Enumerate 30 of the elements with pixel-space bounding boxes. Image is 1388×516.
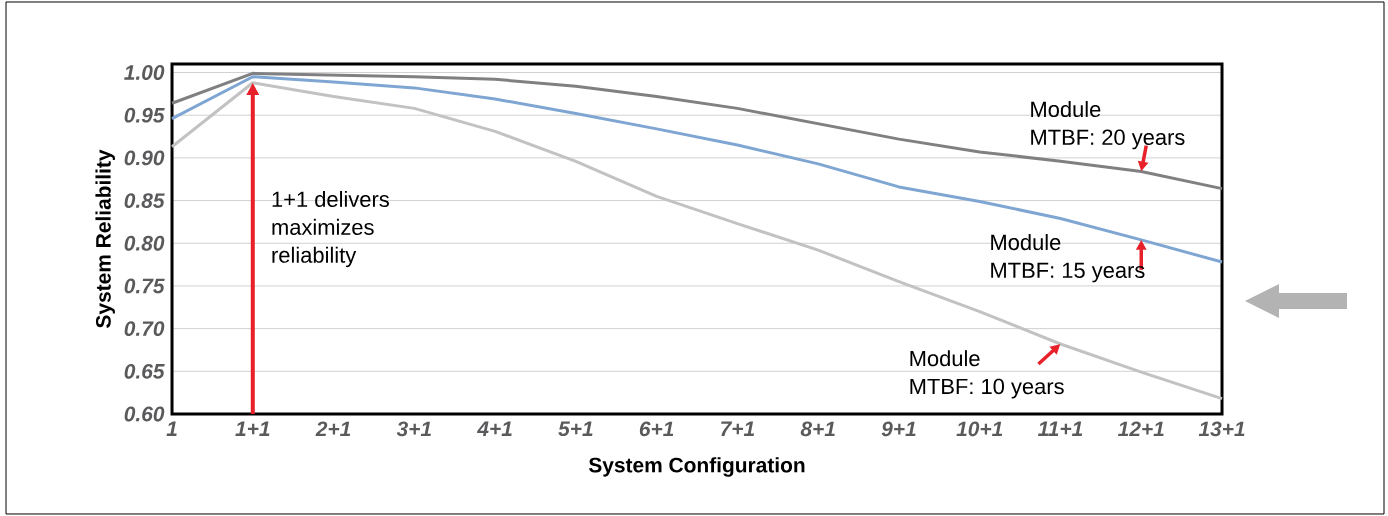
y-tick-label: 0.65	[124, 363, 165, 379]
y-tick-label: 0.90	[124, 150, 165, 166]
y-tick-label: 0.70	[124, 321, 165, 337]
x-tick-label: 2+1	[315, 421, 351, 437]
ref-line-label: 1+1 delivers maximizes reliability	[272, 190, 389, 268]
line-series	[170, 81, 1224, 401]
y-tick-label: 1.00	[124, 65, 165, 80]
y-tick-label: 0.60	[124, 406, 165, 422]
annotation: Module MTBF: 10 years	[910, 350, 1064, 399]
x-axis-title: System Configuration	[588, 457, 805, 477]
x-tick-label: 10+1	[956, 421, 1003, 437]
x-tick-label: 5+1	[558, 421, 593, 437]
x-tick-label: 1	[166, 421, 177, 436]
x-tick-label: 11+1	[1038, 421, 1083, 436]
x-tick-label: 6+1	[639, 421, 674, 437]
x-tick-label: 7+1	[721, 421, 755, 436]
annotation: Module MTBF: 20 years	[1031, 101, 1185, 150]
x-tick-label: 8+1	[800, 421, 835, 437]
annotation: Module MTBF: 15 years	[991, 234, 1145, 283]
x-tick-label: 3+1	[396, 421, 431, 437]
y-tick-label: 0.95	[124, 107, 165, 123]
y-tick-label: 0.85	[124, 193, 165, 208]
x-tick-label: 12+1	[1118, 421, 1164, 437]
x-tick-label: 1+1	[235, 421, 270, 436]
x-tick-label: 9+1	[881, 421, 916, 437]
y-tick-label: 0.80	[124, 235, 165, 251]
x-tick-label: 13+1	[1198, 421, 1245, 437]
x-tick-label: 4+1	[477, 421, 512, 436]
y-tick-label: 0.75	[124, 278, 165, 294]
y-axis-title: System Reliability	[95, 149, 115, 328]
